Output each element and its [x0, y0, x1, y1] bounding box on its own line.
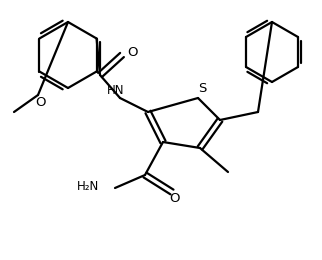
Text: O: O	[127, 46, 137, 58]
Text: S: S	[198, 82, 206, 95]
Text: O: O	[35, 95, 45, 108]
Text: O: O	[169, 192, 179, 205]
Text: HN: HN	[107, 83, 125, 96]
Text: H₂N: H₂N	[77, 179, 99, 192]
